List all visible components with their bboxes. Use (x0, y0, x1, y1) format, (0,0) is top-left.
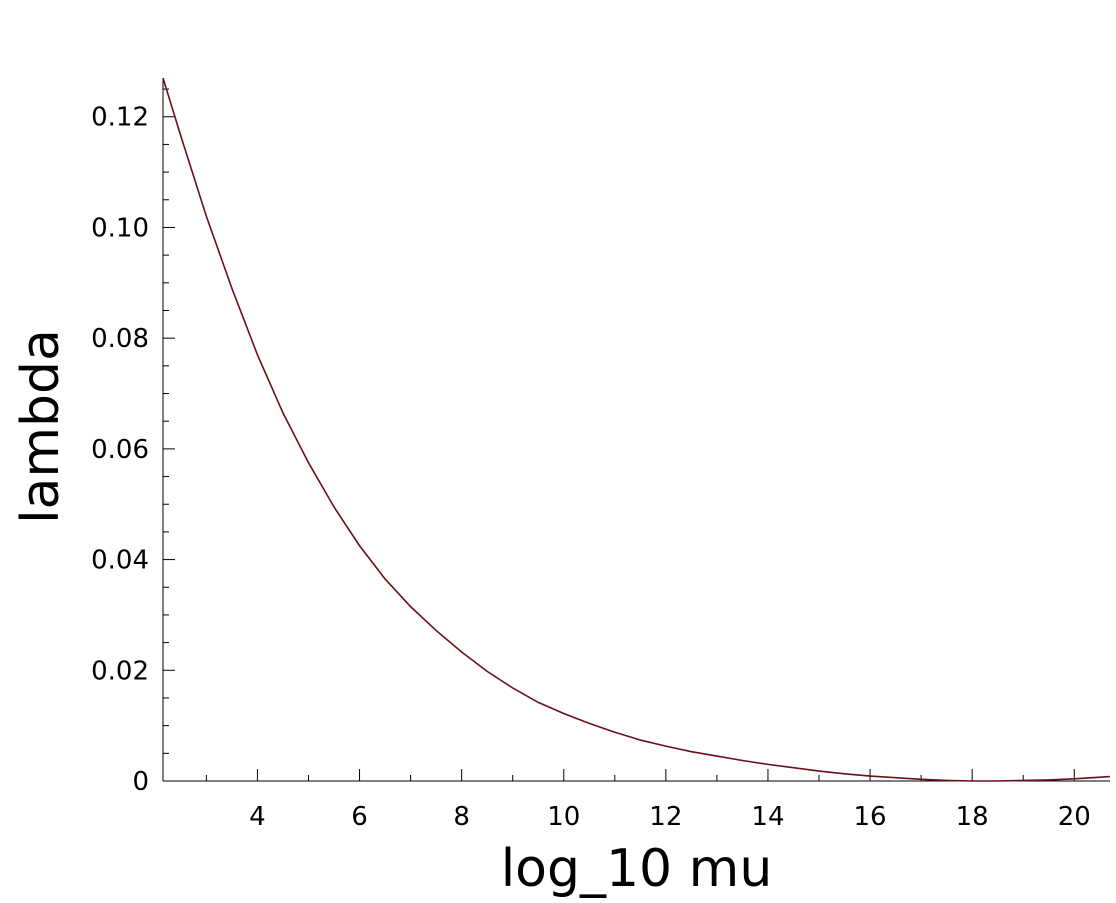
x-tick-label: 14 (751, 802, 784, 832)
x-tick-label: 12 (649, 802, 682, 832)
y-tick-label: 0 (132, 767, 149, 797)
y-tick-label: 0.12 (91, 103, 149, 133)
y-tick-label: 0.04 (91, 546, 149, 576)
x-tick-label: 6 (351, 802, 368, 832)
y-tick-label: 0.06 (91, 435, 149, 465)
y-tick-label: 0.08 (91, 324, 149, 354)
series-group (162, 77, 1111, 782)
axis-ticks (163, 88, 1075, 782)
x-tick-label: 20 (1058, 802, 1091, 832)
axis-tick-labels: 4 6 8 10 12 14 16 18 20 0 0.02 0.04 0.06 0.08 0.10 0.12 (91, 103, 1091, 832)
x-tick-label: 8 (453, 802, 470, 832)
y-tick-label: 0.02 (91, 656, 149, 686)
y-tick-label: 0.10 (91, 213, 149, 243)
x-tick-label: 10 (547, 802, 580, 832)
x-tick-label: 18 (956, 802, 989, 832)
series-line (162, 77, 1111, 782)
x-tick-label: 4 (249, 802, 266, 832)
x-tick-label: 16 (854, 802, 887, 832)
x-axis-title: log_10 mu (501, 839, 773, 899)
y-axis-title: lambda (11, 329, 71, 524)
